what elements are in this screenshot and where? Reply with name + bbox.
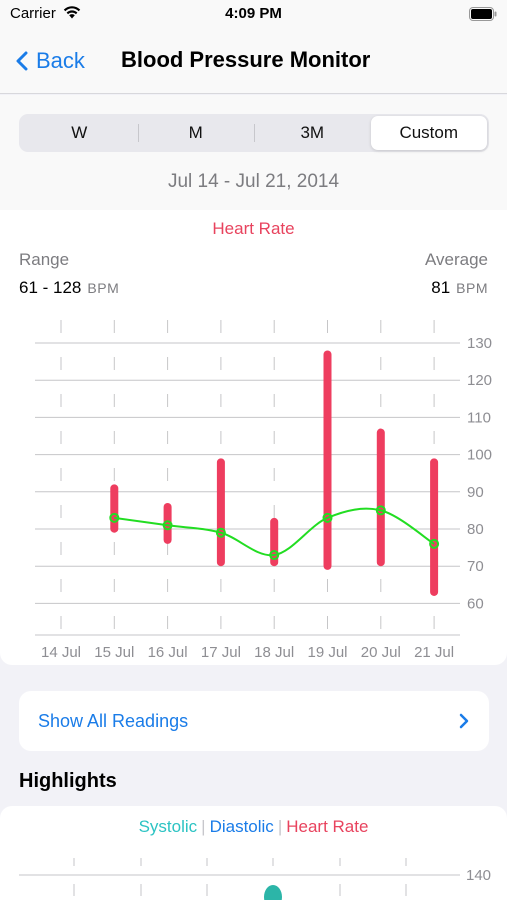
back-button[interactable]: Back	[16, 48, 85, 74]
x-tick-label: 17 Jul	[201, 644, 241, 661]
legend-systolic: Systolic	[138, 817, 198, 836]
segment-custom[interactable]: Custom	[370, 116, 487, 150]
x-tick-label: 16 Jul	[148, 644, 188, 661]
chevron-right-icon	[459, 713, 469, 734]
page-title: Blood Pressure Monitor	[121, 47, 371, 72]
navigation-bar: Back Blood Pressure Monitor	[0, 30, 507, 94]
carrier-label: Carrier	[10, 5, 56, 22]
date-range-label: Jul 14 - Jul 21, 2014	[167, 171, 340, 192]
average-heart-rate-point	[215, 527, 226, 538]
period-selector-area: W M 3M Custom Jul 14 - Jul 21, 2014	[0, 95, 507, 210]
segment-3-months[interactable]: 3M	[254, 116, 371, 150]
period-segmented-control: W M 3M Custom	[19, 114, 489, 152]
legend-heart-rate: Heart Rate	[286, 817, 369, 836]
average-value-group: 81 BPM	[431, 278, 488, 298]
legend-diastolic: Diastolic	[209, 817, 274, 836]
range-label: Range	[19, 250, 70, 269]
range-value: 61 - 128	[19, 278, 82, 297]
y-tick-label: 80	[467, 521, 484, 538]
segment-month[interactable]: M	[137, 116, 255, 150]
x-tick-label: 14 Jul	[41, 644, 81, 661]
y-tick-label: 60	[467, 595, 484, 612]
heart-rate-range-bar	[376, 428, 385, 567]
tick-label: 140	[466, 867, 491, 884]
y-tick-label: 120	[467, 372, 492, 389]
heart-rate-chart: 60 70 80 90 100 110 120 130 14 Jul 15 Jul 16 Jul 17…	[35, 320, 492, 661]
average-heart-rate-point	[375, 505, 386, 516]
average-unit: BPM	[456, 280, 488, 296]
status-time: 4:09 PM	[225, 5, 282, 22]
highlights-chart-preview: 140	[19, 858, 491, 900]
y-tick-label: 90	[467, 484, 484, 501]
segment-label: Custom	[399, 123, 459, 142]
average-heart-rate-line	[114, 507, 435, 557]
average-label: Average	[424, 250, 488, 269]
segment-label: 3M	[300, 123, 325, 142]
heart-rate-card: Heart Rate Range 61 - 128 BPM Average 81 B…	[0, 210, 507, 665]
average-heart-rate-point	[109, 512, 120, 523]
y-tick-label: 100	[467, 447, 492, 464]
x-tick-label: 21 Jul	[414, 644, 454, 661]
legend-separator: |	[201, 817, 206, 836]
tick-marks	[73, 858, 407, 896]
systolic-point	[264, 885, 282, 900]
heart-rate-range-bar	[430, 458, 439, 596]
segment-label: W	[71, 123, 88, 142]
range-value-group: 61 - 128 BPM	[19, 278, 119, 298]
show-all-readings-label: Show All Readings	[38, 711, 189, 731]
heart-rate-range-bar	[323, 350, 332, 570]
wifi-icon	[62, 4, 82, 25]
heart-rate-range-bar	[216, 458, 225, 567]
average-heart-rate-point	[162, 520, 173, 531]
average-heart-rate-point	[322, 512, 333, 523]
status-bar: Carrier 4:09 PM	[0, 0, 507, 30]
show-all-readings-button[interactable]: Show All Readings	[19, 691, 489, 751]
back-label: Back	[36, 48, 85, 73]
chart-title: Heart Rate	[212, 219, 295, 238]
x-tick-label: 15 Jul	[94, 644, 134, 661]
legend-separator: |	[277, 817, 283, 836]
y-tick-label: 70	[467, 558, 484, 575]
highlights-card: Systolic | Diastolic | Heart Rate 140	[0, 806, 507, 900]
average-value: 81	[431, 278, 451, 297]
heart-rate-range-bar	[110, 484, 119, 533]
average-heart-rate-point	[269, 550, 280, 561]
y-tick-label: 130	[467, 335, 492, 352]
x-tick-label: 18 Jul	[254, 644, 294, 661]
x-tick-label: 20 Jul	[361, 644, 401, 661]
range-unit: BPM	[87, 280, 120, 296]
battery-icon	[469, 7, 497, 26]
segment-label: M	[188, 123, 203, 142]
x-tick-label: 19 Jul	[307, 644, 347, 661]
heart-rate-range-bar	[163, 502, 172, 544]
segment-week[interactable]: W	[21, 116, 138, 150]
chevron-left-icon	[16, 51, 28, 71]
y-tick-label: 110	[467, 409, 491, 426]
highlights-legend: Systolic | Diastolic | Heart Rate	[0, 817, 507, 837]
average-heart-rate-point	[429, 538, 440, 549]
highlights-heading: Highlights	[19, 770, 117, 792]
